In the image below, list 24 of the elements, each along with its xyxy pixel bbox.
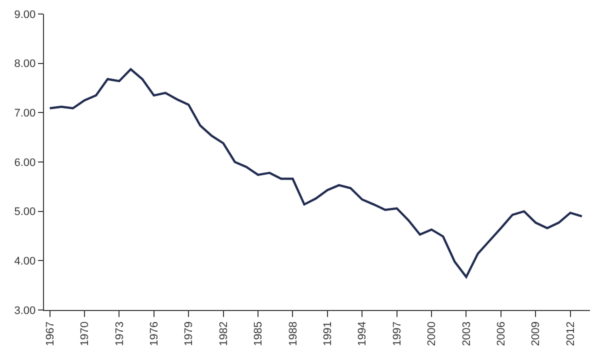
y-tick-label: 9.00 (14, 8, 36, 21)
x-tick-label: 1967 (44, 322, 56, 346)
y-tick-label: 8.00 (14, 58, 36, 70)
x-tick-label: 2012 (564, 322, 577, 346)
x-tick-label: 1985 (252, 322, 265, 346)
x-tick-label: 2006 (496, 322, 508, 346)
y-tick-label: 5.00 (14, 206, 36, 218)
x-tick-label: 2000 (426, 322, 438, 346)
y-tick-label: 3.00 (14, 304, 36, 317)
x-tick-label: 1991 (322, 322, 334, 346)
line-series (48, 68, 583, 278)
x-tick-label: 1997 (391, 322, 404, 346)
x-tick-label: 1970 (79, 322, 92, 346)
x-tick-label: 1979 (183, 322, 196, 346)
x-tick-label: 2009 (530, 322, 542, 346)
x-tick-label: 1994 (356, 322, 369, 346)
x-tick-label: 2003 (460, 322, 473, 346)
y-tick-label: 6.00 (14, 156, 36, 169)
x-tick-label: 1973 (114, 322, 126, 346)
x-tick-label: 1988 (287, 322, 300, 346)
x-tick-label: 1976 (148, 322, 160, 346)
y-tick-label: 7.00 (14, 108, 36, 120)
y-tick-label: 4.00 (14, 256, 36, 268)
x-tick-label: 1982 (218, 322, 230, 346)
